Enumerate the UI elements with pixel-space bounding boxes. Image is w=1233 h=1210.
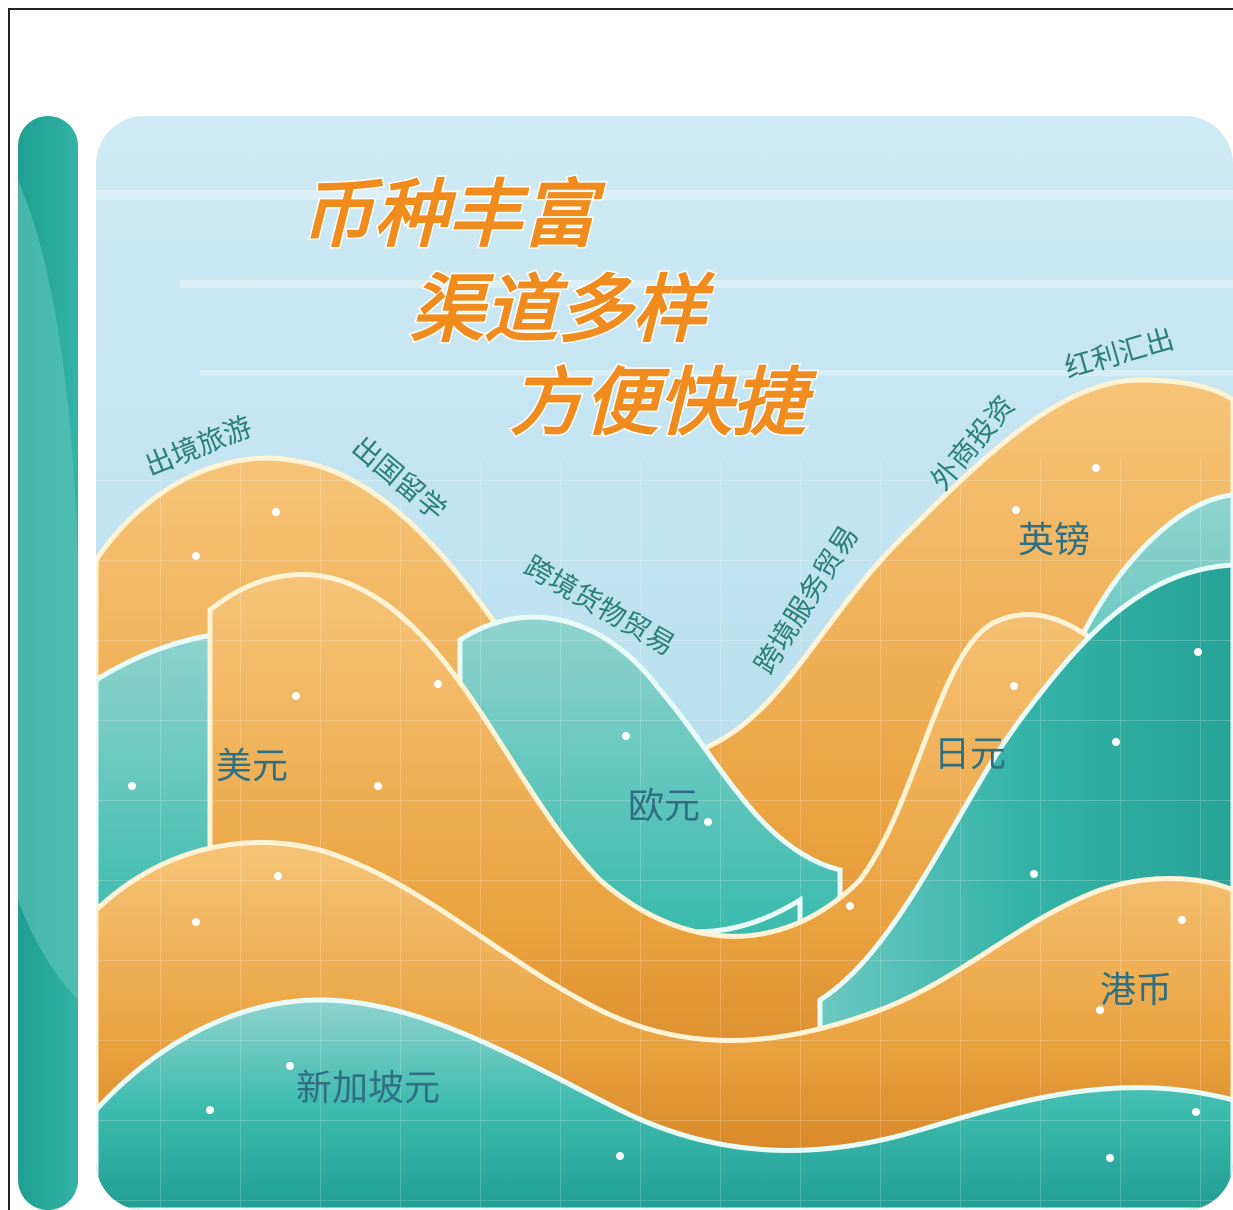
currency-label-eur: 欧元 <box>628 786 700 827</box>
headline-line-2: 渠道多样 <box>410 267 716 353</box>
currency-label-gbp: 英镑 <box>1018 520 1090 561</box>
currency-label-sgd: 新加坡元 <box>296 1068 440 1109</box>
headline-line-1: 币种丰富 <box>300 172 606 258</box>
headline-line-3: 方便快捷 <box>510 360 818 446</box>
currency-label-usd: 美元 <box>216 746 288 787</box>
currency-label-jpy: 日元 <box>934 734 1006 775</box>
page-frame <box>8 8 1233 1210</box>
sparkle-dots <box>128 464 1202 1162</box>
currency-label-hkd: 港币 <box>1100 970 1172 1011</box>
